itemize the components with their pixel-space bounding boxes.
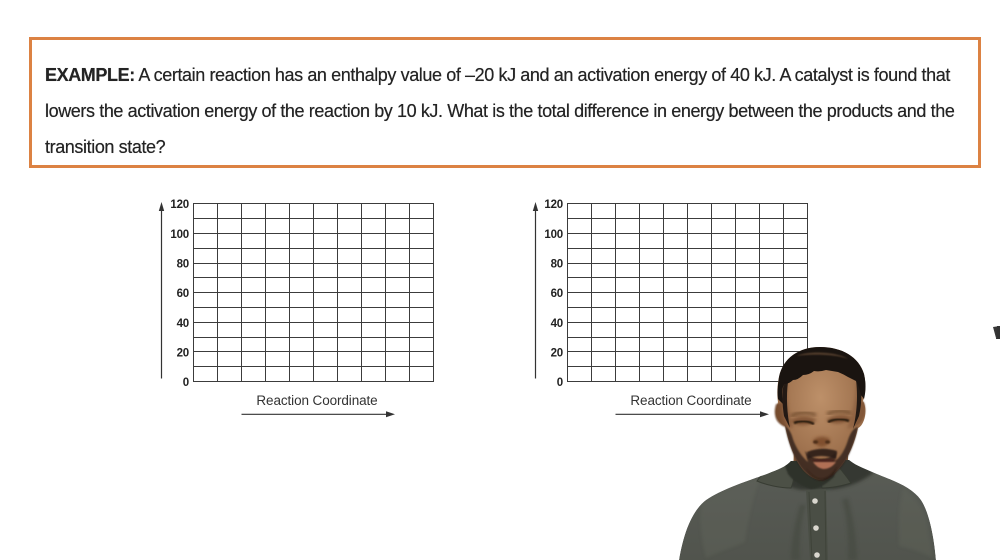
- svg-text:Reaction Coordinate: Reaction Coordinate: [256, 393, 377, 408]
- svg-text:Reaction Coordinate: Reaction Coordinate: [630, 393, 751, 408]
